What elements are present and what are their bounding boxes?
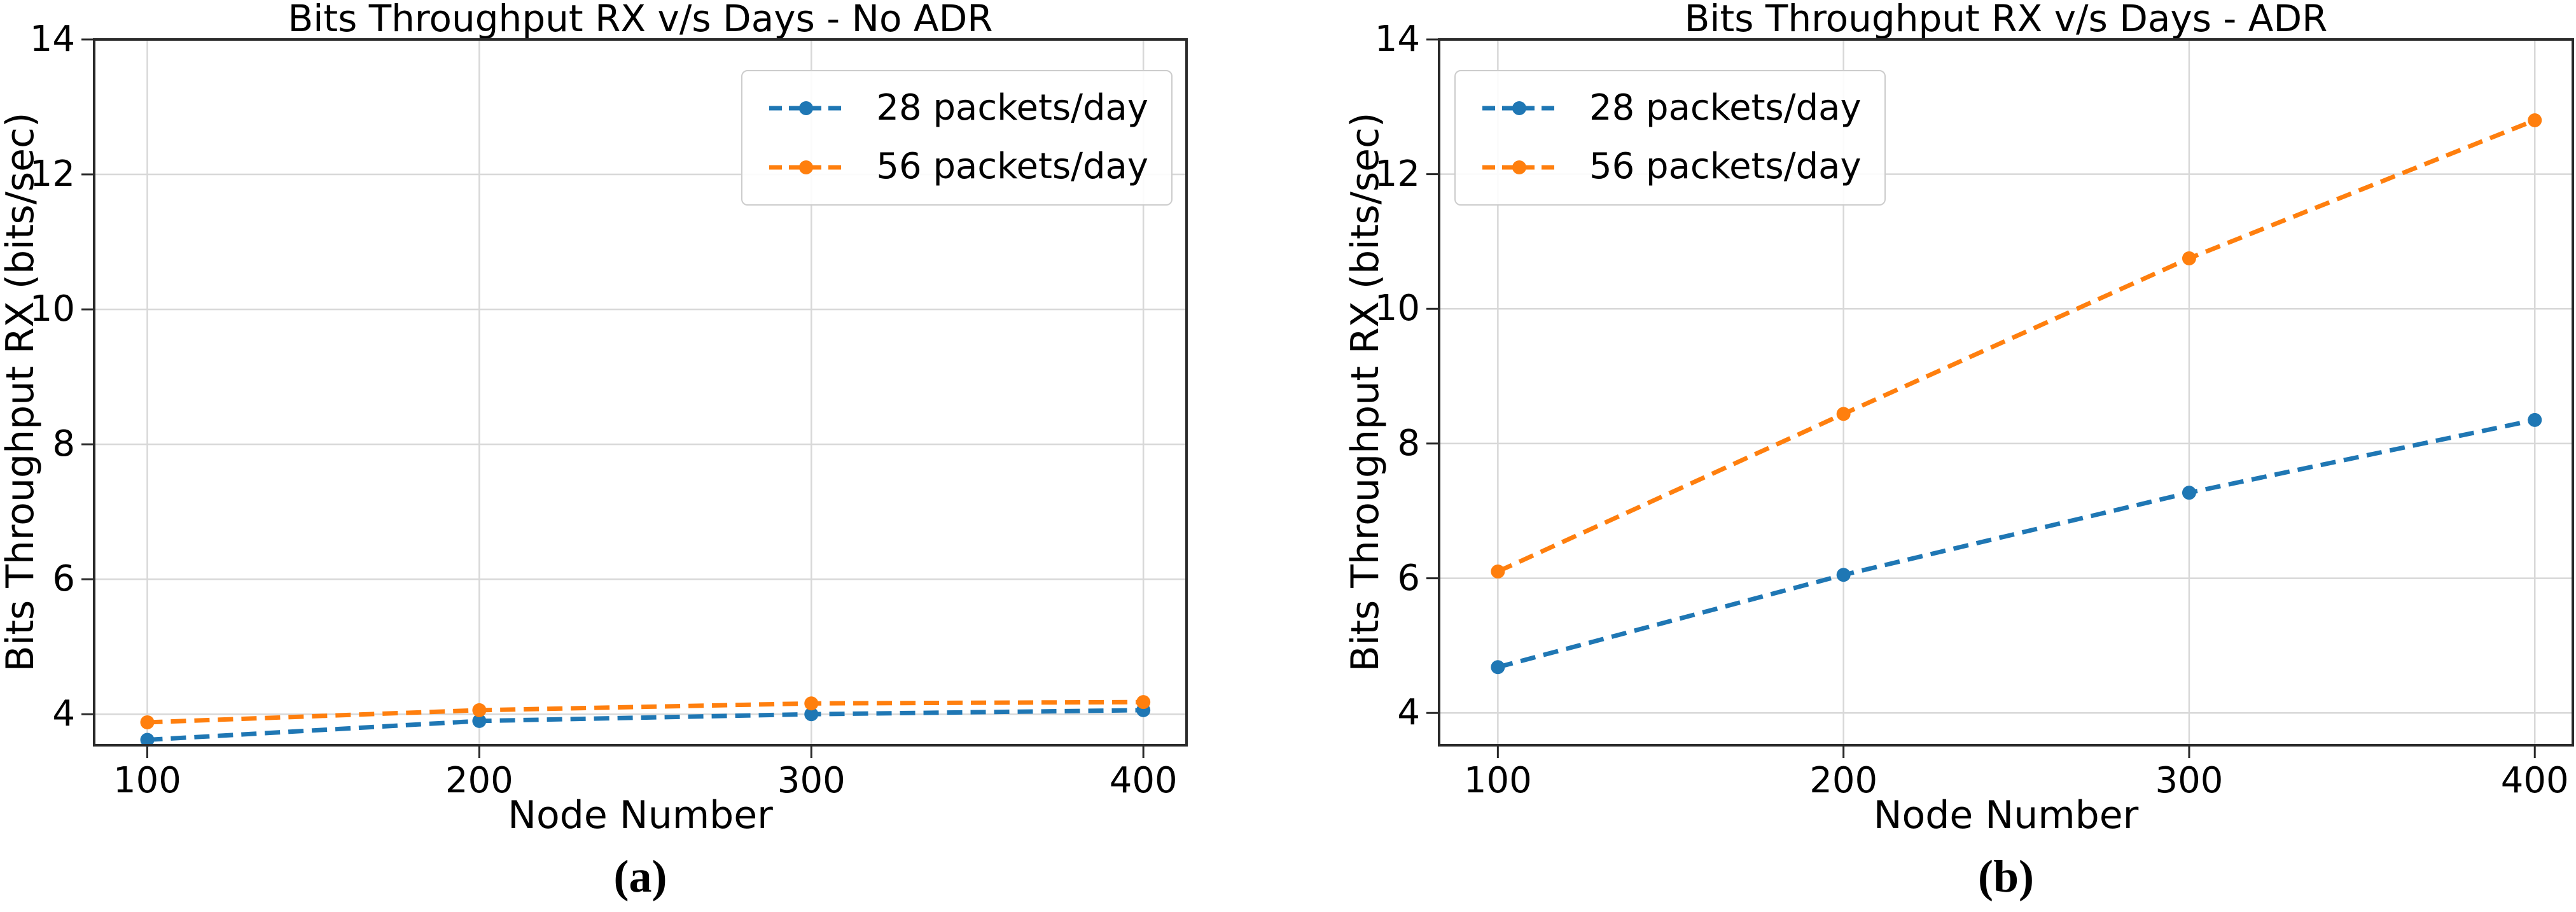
plot-area: 28 packets/day 56 packets/day xyxy=(1426,38,2574,758)
legend-marker-line-icon xyxy=(1482,101,1556,116)
x-tick-label: 200 xyxy=(445,760,513,801)
x-tick-label: 300 xyxy=(2155,760,2224,801)
series-line xyxy=(147,699,1144,725)
legend-item[interactable]: 28 packets/day xyxy=(1479,87,1862,129)
x-tick-label: 400 xyxy=(1109,760,1178,801)
legend-marker-line-icon xyxy=(769,160,844,174)
x-tick-label: 200 xyxy=(1809,760,1878,801)
x-tick-label: 400 xyxy=(2500,760,2569,801)
data-point xyxy=(804,707,819,722)
x-tick-label: 100 xyxy=(1463,760,1532,801)
y-tick-label: 6 xyxy=(52,558,75,600)
legend: 28 packets/day 56 packets/day xyxy=(741,70,1173,206)
data-point xyxy=(2528,113,2542,127)
data-point xyxy=(804,696,819,711)
data-point xyxy=(1491,660,1505,675)
data-point xyxy=(1836,407,1851,421)
x-tick-label: 300 xyxy=(777,760,846,801)
data-point xyxy=(1491,564,1505,579)
legend-label: 28 packets/day xyxy=(1589,87,1862,129)
chart-title: Bits Throughput RX v/s Days - ADR xyxy=(1684,0,2328,40)
y-tick-label: 14 xyxy=(29,18,75,60)
legend-marker-line-icon xyxy=(769,101,844,116)
x-tick-label: 100 xyxy=(113,760,181,801)
y-tick-label: 4 xyxy=(1397,692,1420,734)
y-tick-label: 8 xyxy=(52,423,75,465)
data-point xyxy=(140,715,155,729)
series-line xyxy=(147,708,1144,743)
series-line xyxy=(1497,417,2535,670)
y-tick-label: 4 xyxy=(52,693,75,735)
data-point xyxy=(140,733,155,747)
legend-item[interactable]: 56 packets/day xyxy=(1479,146,1862,187)
y-tick-label: 12 xyxy=(29,153,75,195)
y-tick-label: 8 xyxy=(1397,422,1420,464)
x-axis-label: Node Number xyxy=(508,793,773,838)
legend-item[interactable]: 28 packets/day xyxy=(765,87,1148,129)
legend-marker-line-icon xyxy=(1482,160,1556,174)
legend: 28 packets/day 56 packets/day xyxy=(1454,70,1886,206)
chart-panel-no-adr: Bits Throughput RX v/s Days - No ADR Bit… xyxy=(0,0,1188,902)
legend-label: 56 packets/day xyxy=(1589,146,1862,188)
chart-panel-adr: Bits Throughput RX v/s Days - ADR Bits T… xyxy=(1288,0,2576,912)
panel-caption: (b) xyxy=(1978,851,2034,902)
y-tick-label: 6 xyxy=(1397,557,1420,599)
data-point xyxy=(472,703,487,717)
data-point xyxy=(2528,412,2542,427)
series-line xyxy=(1496,118,2536,574)
legend-label: 28 packets/day xyxy=(876,87,1148,129)
y-tick-label: 10 xyxy=(29,288,75,330)
y-tick-label: 10 xyxy=(1374,288,1420,330)
data-point xyxy=(2182,486,2196,500)
y-tick-label: 12 xyxy=(1374,153,1420,195)
chart-title: Bits Throughput RX v/s Days - No ADR xyxy=(288,0,993,40)
legend-label: 56 packets/day xyxy=(876,146,1148,188)
data-point xyxy=(2182,251,2196,265)
legend-item[interactable]: 56 packets/day xyxy=(765,146,1148,187)
plot-canvas xyxy=(81,38,1188,758)
x-axis-label: Node Number xyxy=(1873,793,2139,838)
panel-caption: (a) xyxy=(613,851,667,902)
y-tick-label: 14 xyxy=(1374,18,1420,60)
data-point xyxy=(1136,695,1151,710)
data-point xyxy=(1836,568,1851,582)
plot-canvas xyxy=(1426,38,2574,758)
data-point xyxy=(472,713,487,728)
plot-area: 28 packets/day 56 packets/day xyxy=(81,38,1188,758)
